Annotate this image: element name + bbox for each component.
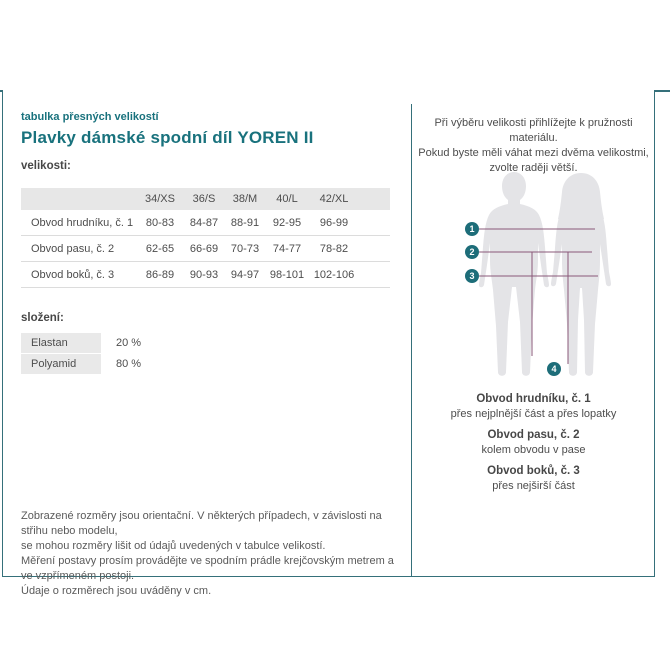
note-line: Údaje o rozměrech jsou uváděny v cm. [21,585,212,597]
measurement-notes: Zobrazené rozměry jsou orientační. V něk… [21,509,401,599]
note-line: Měření postavy prosím provádějte ve spod… [21,555,394,582]
row-label: Obvod hrudníku, č. 1 [31,216,134,229]
table-eyebrow-heading: tabulka přesných velikostí [21,111,159,123]
cell-value: 84-87 [189,216,219,229]
cell-value: 102-106 [313,268,355,281]
size-column-header: 38/M [232,193,258,205]
composition-row: Elastan 20 % [21,333,141,353]
advice-line: Při výběru velikosti přihlížejte k pružn… [434,117,633,144]
product-title: Plavky dámské spodní díl YOREN II [21,128,314,147]
body-measurement-diagram: 1 2 3 4 [411,164,656,386]
note-line: Zobrazené rozměry jsou orientační. V něk… [21,510,382,537]
column-divider [411,104,412,577]
cell-value: 92-95 [272,216,302,229]
size-column-header: 40/L [276,193,298,205]
cell-value: 86-89 [145,268,175,281]
measure-title: Obvod boků, č. 3 [487,465,580,477]
material-name: Elastan [21,333,101,353]
marker-4-circle [547,362,561,376]
measure-desc: přes nejširší část [492,480,575,492]
marker-4-number: 4 [551,364,556,374]
size-column-header: 34/XS [145,193,175,205]
cell-value: 62-65 [145,242,175,255]
cell-value: 90-93 [189,268,219,281]
row-label: Obvod boků, č. 3 [31,268,115,281]
composition-table: Elastan 20 % Polyamid 80 % [21,333,141,375]
material-amount: 80 % [116,358,142,370]
sizes-section-label: velikosti: [21,160,71,172]
cell-value: 80-83 [145,216,175,229]
male-silhouette [479,172,549,376]
cell-value: 66-69 [189,242,219,255]
row-label: Obvod pasu, č. 2 [31,242,115,255]
measure-descriptions: Obvod hrudníku, č. 1 přes nejplnější čás… [412,392,655,494]
measure-title: Obvod hrudníku, č. 1 [476,393,591,405]
advice-line: zvolte raději větší. [489,162,578,174]
measure-desc: přes nejplnější část a přes lopatky [450,408,617,420]
cell-value: 96-99 [319,216,349,229]
marker-2-circle [465,245,479,259]
cell-value: 70-73 [230,242,260,255]
marker-2-number: 2 [469,247,474,257]
note-line: se mohou rozměry lišit od údajů uvedenýc… [21,540,326,552]
table-row: Obvod pasu, č. 2 62-65 66-69 70-73 74-77… [21,236,390,262]
cell-value: 98-101 [269,268,305,281]
table-row: Obvod hrudníku, č. 1 80-83 84-87 88-91 9… [21,210,390,236]
composition-section-label: složení: [21,312,64,324]
silhouettes-figure: 1 2 3 4 [465,172,611,376]
advice-line: Pokud byste měli váhat mezi dvěma veliko… [418,147,649,159]
cell-value: 74-77 [272,242,302,255]
size-advice-text: Při výběru velikosti přihlížejte k pružn… [412,116,655,176]
size-column-header: 42/XL [319,193,349,205]
measure-title: Obvod pasu, č. 2 [487,429,580,441]
material-amount: 20 % [116,337,142,349]
content-frame [2,90,655,577]
marker-1-number: 1 [469,224,474,234]
composition-row: Polyamid 80 % [21,354,141,374]
measure-desc: kolem obvodu v pase [481,444,586,456]
cell-value: 88-91 [230,216,260,229]
material-name: Polyamid [21,354,101,374]
size-column-header: 36/S [192,193,216,205]
cell-value: 78-82 [319,242,349,255]
cell-value: 94-97 [230,268,260,281]
size-table-header-row: 34/XS 36/S 38/M 40/L 42/XL [21,188,390,210]
size-table: 34/XS 36/S 38/M 40/L 42/XL Obvod hrudník… [21,188,390,288]
marker-3-circle [465,269,479,283]
marker-3-number: 3 [469,271,474,281]
table-row: Obvod boků, č. 3 86-89 90-93 94-97 98-10… [21,262,390,288]
marker-1-circle [465,222,479,236]
